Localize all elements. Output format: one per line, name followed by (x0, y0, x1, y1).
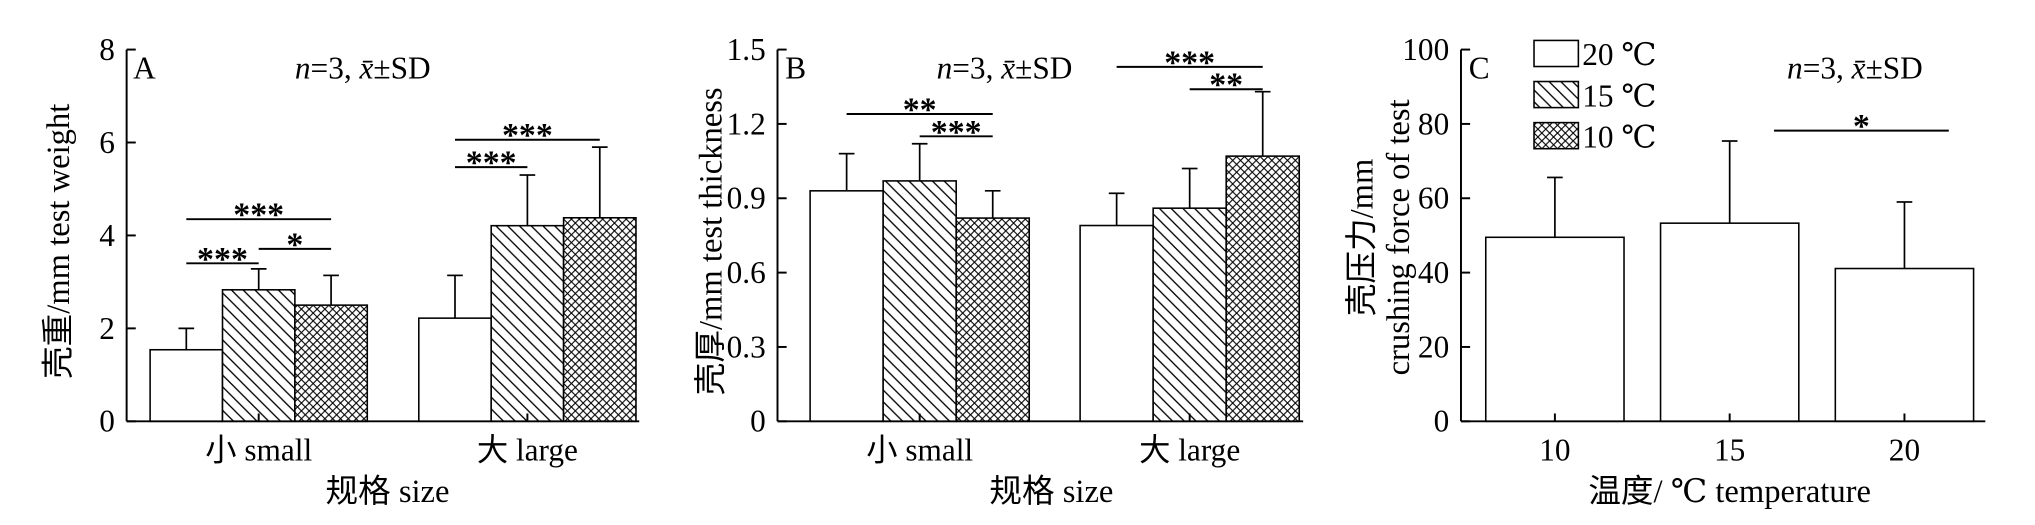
significance-label-b-3: ** (1209, 67, 1243, 104)
x-tick-label-a-0: 小 small (205, 432, 312, 467)
bar-c-1-0 (1659, 222, 1800, 423)
significance-label-a-0: *** (233, 197, 284, 234)
y-tick-label-a-0: 0 (99, 404, 115, 439)
panel-c: C n=3, x̄±SD 温度/ ℃ temperature 壳压力/mm cr… (1343, 32, 1986, 510)
y-tick-label-a-4: 8 (99, 32, 115, 67)
bar-a-1-2 (562, 216, 637, 423)
x-tick-label-b-1: 大 large (1139, 432, 1240, 467)
bar-a-0-1 (221, 289, 296, 423)
y-axis-label-c-line-1: 壳压力/mm (1343, 159, 1380, 317)
x-tick-label-a-1: 大 large (477, 432, 578, 467)
x-tick-label-b-0: 小 small (866, 432, 973, 467)
bar-b-0-2 (955, 217, 1031, 423)
significance-label-a-2: * (286, 226, 303, 263)
legend-swatch-0 (1533, 39, 1580, 68)
panel-b: B n=3, x̄±SD 规格 size 壳厚/mm test thicknes… (692, 32, 1304, 510)
bar-a-1-0 (418, 317, 492, 423)
panel-letter-c: C (1469, 50, 1490, 85)
panel-letter-a: A (133, 50, 156, 85)
y-axis-label-b: 壳厚/mm test thickness (692, 87, 729, 395)
bar-a-1-1 (490, 224, 565, 423)
y-tick-label-b-5: 1.5 (727, 32, 766, 67)
x-tick-label-c-2: 20 (1889, 432, 1920, 467)
y-tick-label-a-2: 4 (99, 218, 115, 253)
plot-area-c: 10 15 20 0 20 40 60 80 100 * (1402, 32, 1986, 467)
annotation-a: n=3, x̄±SD (295, 50, 431, 85)
y-axis-label-c-line-2: crushing force of test (1381, 99, 1417, 375)
y-tick-label-a-1: 2 (99, 311, 115, 346)
bar-b-1-2 (1225, 155, 1301, 423)
y-tick-label-b-2: 0.6 (727, 255, 766, 290)
panel-letter-b: B (785, 50, 806, 85)
y-tick-label-b-3: 0.9 (727, 181, 766, 216)
significance-label-a-4: *** (466, 145, 517, 182)
significance-label-b-1: *** (931, 114, 982, 151)
legend-label-0: 20 ℃ (1582, 37, 1656, 72)
bar-a-0-2 (294, 304, 369, 423)
x-axis-label-a: 规格 size (325, 473, 449, 510)
legend-label-1: 15 ℃ (1582, 78, 1656, 113)
y-tick-label-b-1: 0.3 (727, 329, 766, 364)
y-tick-label-c-3: 60 (1418, 181, 1449, 216)
y-axis-label-a: 壳重/mm test weight (40, 104, 77, 379)
legend-label-2: 10 ℃ (1582, 119, 1656, 154)
significance-label-b-0: ** (903, 92, 937, 129)
y-tick-label-b-0: 0 (750, 404, 766, 439)
significance-label-b-2: *** (1164, 44, 1215, 81)
legend-swatch-2 (1533, 121, 1580, 150)
bar-b-0-1 (882, 180, 957, 423)
x-tick-label-c-1: 15 (1714, 432, 1745, 467)
y-tick-label-b-4: 1.2 (727, 106, 766, 141)
bar-b-1-0 (1079, 224, 1154, 423)
y-tick-label-c-0: 0 (1434, 404, 1450, 439)
bar-c-2-0 (1834, 267, 1975, 423)
annotation-b: n=3, x̄±SD (937, 50, 1073, 85)
bar-a-0-0 (149, 348, 224, 423)
x-axis-label-b: 规格 size (989, 473, 1113, 510)
y-tick-label-a-3: 6 (99, 125, 115, 160)
significance-label-c-0: * (1853, 108, 1870, 145)
bar-b-0-0 (809, 190, 884, 423)
legend: 20 ℃ 15 ℃ 10 ℃ (1533, 37, 1656, 154)
bar-c-0-0 (1484, 236, 1625, 423)
panel-a: A n=3, x̄±SD 规格 size 壳重/mm test weight 小… (40, 32, 640, 510)
y-tick-label-c-4: 80 (1418, 106, 1449, 141)
x-tick-label-c-0: 10 (1539, 432, 1570, 467)
x-axis-label-c: 温度/ ℃ temperature (1588, 473, 1871, 510)
y-tick-label-c-2: 40 (1418, 255, 1449, 290)
legend-swatch-1 (1533, 80, 1580, 109)
bar-b-1-1 (1152, 207, 1227, 423)
y-tick-label-c-5: 100 (1402, 32, 1449, 67)
significance-label-a-1: *** (197, 241, 248, 278)
annotation-c: n=3, x̄±SD (1787, 50, 1923, 85)
y-tick-label-c-1: 20 (1418, 329, 1449, 364)
significance-label-a-3: *** (502, 117, 553, 154)
